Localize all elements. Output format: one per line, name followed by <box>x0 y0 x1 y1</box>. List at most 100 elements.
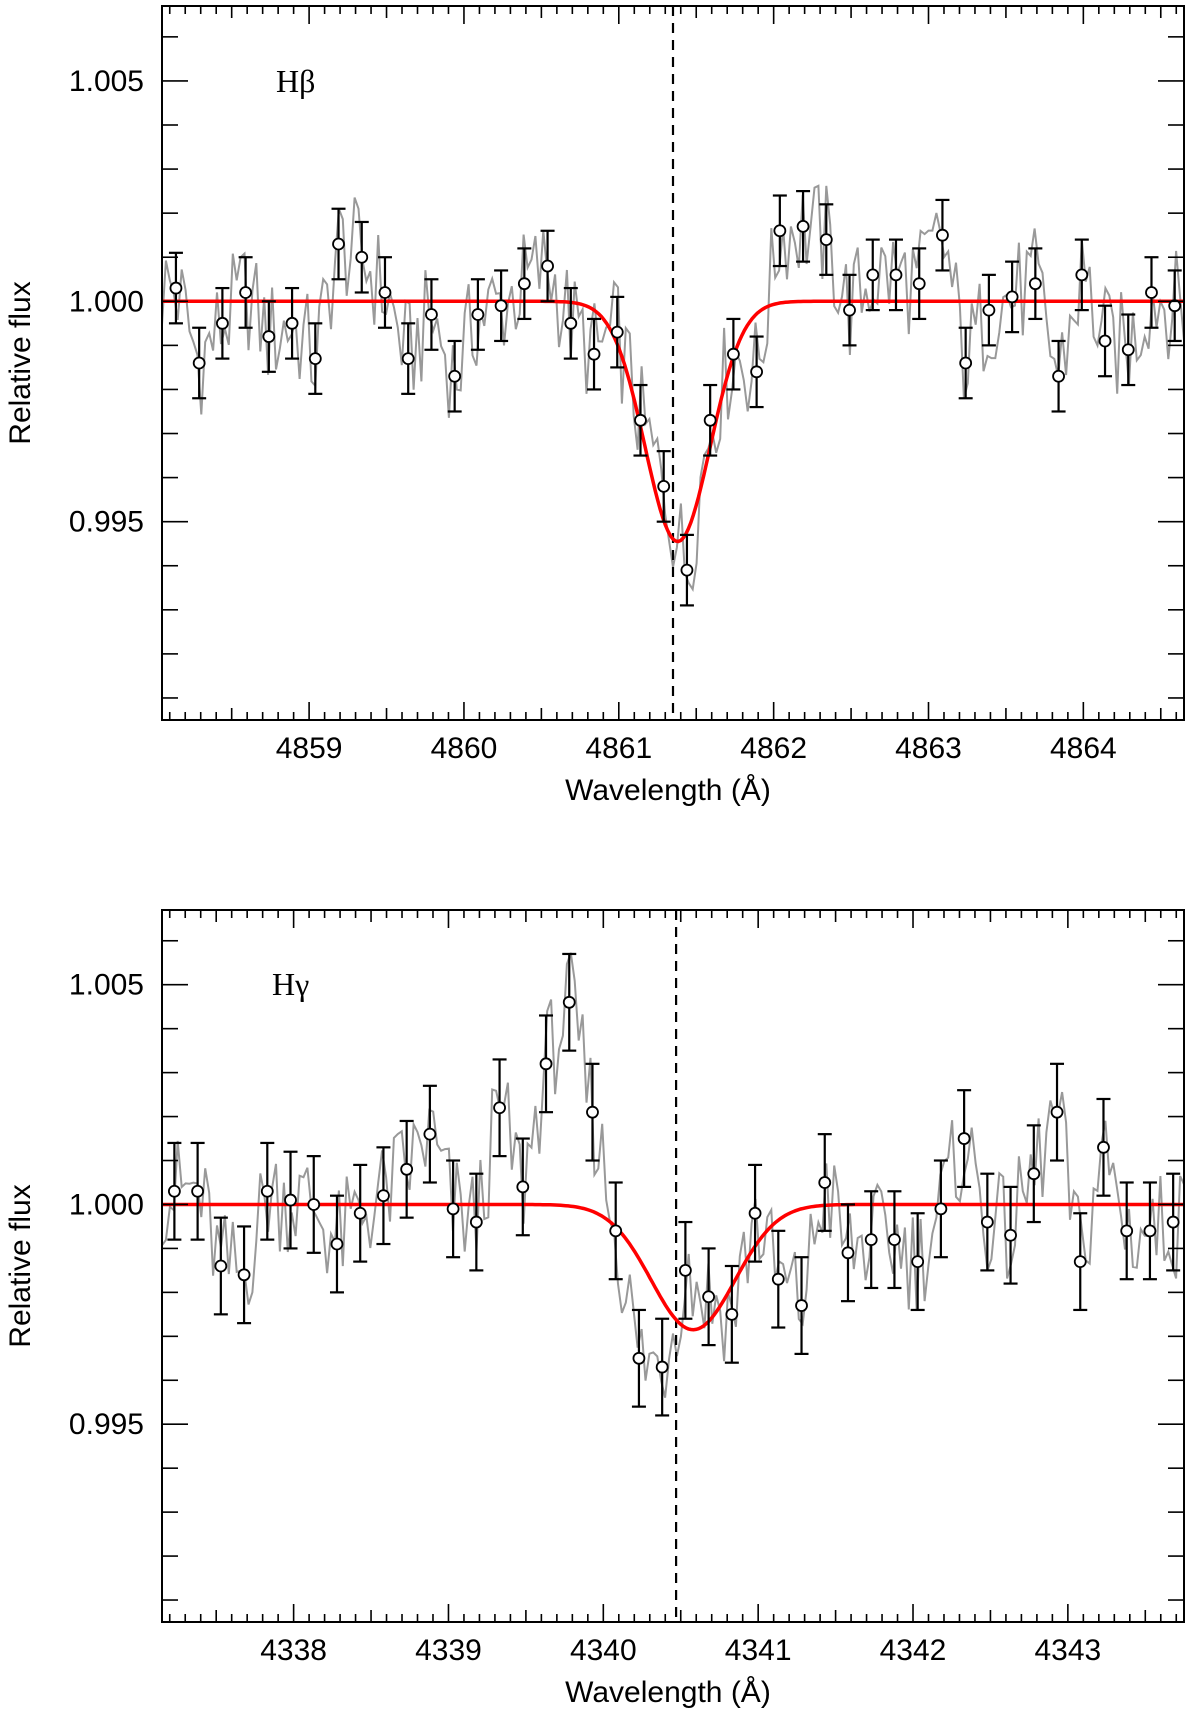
data-marker <box>819 233 833 246</box>
data-marker <box>657 480 671 493</box>
data-point <box>215 286 230 360</box>
data-marker <box>192 356 206 370</box>
data-point <box>1098 304 1113 378</box>
data-marker <box>215 316 229 330</box>
data-point <box>794 1256 809 1356</box>
data-marker <box>353 1206 367 1220</box>
data-point <box>655 1317 670 1417</box>
data-marker <box>795 1299 808 1312</box>
h-gamma-panel: 4338 4339 4340 4341 4342 4343 0.995 1.000 1.005 W… <box>4 909 1185 1709</box>
data-marker <box>632 1351 646 1365</box>
data-point <box>1121 313 1136 387</box>
data-marker <box>843 303 856 317</box>
data-marker <box>912 277 926 291</box>
data-marker <box>773 224 787 238</box>
data-marker <box>889 268 903 282</box>
data-marker <box>748 1206 762 1220</box>
data-marker <box>1120 1224 1134 1238</box>
data-point <box>1028 247 1043 321</box>
data-marker <box>609 1224 623 1238</box>
data-marker <box>586 1105 599 1119</box>
x-tick-label: 4338 <box>260 1634 327 1667</box>
data-point <box>331 207 346 281</box>
data-marker <box>355 250 369 264</box>
data-point <box>1003 1185 1018 1285</box>
data-point <box>469 1172 484 1272</box>
data-point <box>840 1203 855 1303</box>
data-marker <box>517 277 531 291</box>
data-marker <box>214 1259 228 1273</box>
data-point <box>446 1159 461 1259</box>
data-marker <box>866 268 880 282</box>
data-marker <box>818 1176 832 1189</box>
data-marker <box>957 1132 971 1145</box>
y-tick-label: 1.000 <box>69 285 144 318</box>
data-point <box>1119 1181 1134 1281</box>
data-point <box>819 203 834 276</box>
data-point <box>1096 1097 1111 1197</box>
data-marker <box>678 1263 692 1277</box>
data-marker <box>378 286 392 299</box>
gaussian-fit-line <box>162 1202 1184 1332</box>
data-point <box>1073 1212 1088 1312</box>
plot-area <box>162 910 1184 1622</box>
data-point <box>888 238 903 312</box>
data-point <box>1166 1172 1181 1272</box>
data-marker <box>1168 299 1182 313</box>
data-marker <box>308 352 322 365</box>
data-marker <box>285 316 299 330</box>
data-point <box>167 1141 182 1241</box>
data-point <box>329 1194 344 1294</box>
plot-frame <box>161 909 1185 1623</box>
data-marker <box>680 563 694 577</box>
data-point <box>772 194 787 268</box>
data-marker <box>911 1255 925 1269</box>
x-tick-label: 4861 <box>585 732 652 765</box>
data-point <box>887 1190 902 1290</box>
y-axis-title: Relative flux <box>4 281 37 444</box>
data-marker <box>702 1290 716 1304</box>
x-tick-label: 4343 <box>1034 1634 1101 1667</box>
data-marker <box>1121 343 1135 357</box>
data-marker <box>1075 268 1089 282</box>
data-marker <box>1027 1167 1041 1181</box>
data-marker <box>1052 369 1065 383</box>
data-point <box>957 1089 972 1188</box>
data-marker <box>541 259 554 273</box>
y-tick-label: 1.005 <box>69 65 144 98</box>
data-marker <box>332 237 345 251</box>
data-point <box>376 1146 391 1246</box>
data-marker <box>864 1233 878 1247</box>
data-marker <box>262 330 276 343</box>
data-point <box>631 1308 646 1408</box>
y-tick-label: 0.995 <box>69 506 144 539</box>
data-marker <box>771 1272 785 1286</box>
data-marker <box>1145 286 1158 299</box>
data-point <box>1074 238 1089 312</box>
x-tick-label: 4859 <box>276 732 343 765</box>
x-tick-label: 4862 <box>740 732 807 765</box>
data-point <box>703 383 718 457</box>
data-point <box>306 1155 321 1254</box>
data-marker <box>934 1202 948 1216</box>
data-point <box>190 1141 205 1241</box>
data-point <box>678 1220 693 1320</box>
data-marker <box>1143 1224 1157 1238</box>
data-marker <box>610 325 624 339</box>
data-marker <box>655 1360 669 1374</box>
data-point <box>238 256 253 329</box>
data-point <box>726 317 741 391</box>
data-marker <box>401 352 415 365</box>
data-point <box>724 1264 739 1364</box>
x-tick-label: 4860 <box>431 732 498 765</box>
x-axis-title: Wavelength (Å) <box>565 774 771 807</box>
data-point <box>1142 1181 1157 1281</box>
data-marker <box>307 1198 321 1211</box>
data-point <box>701 1247 716 1347</box>
data-marker <box>1028 277 1042 291</box>
spectral-line-label: Hγ <box>272 966 309 1002</box>
data-point <box>842 273 857 347</box>
y-tick-label: 1.000 <box>69 1188 144 1221</box>
data-marker <box>169 281 183 295</box>
plot-frame <box>161 5 1185 721</box>
